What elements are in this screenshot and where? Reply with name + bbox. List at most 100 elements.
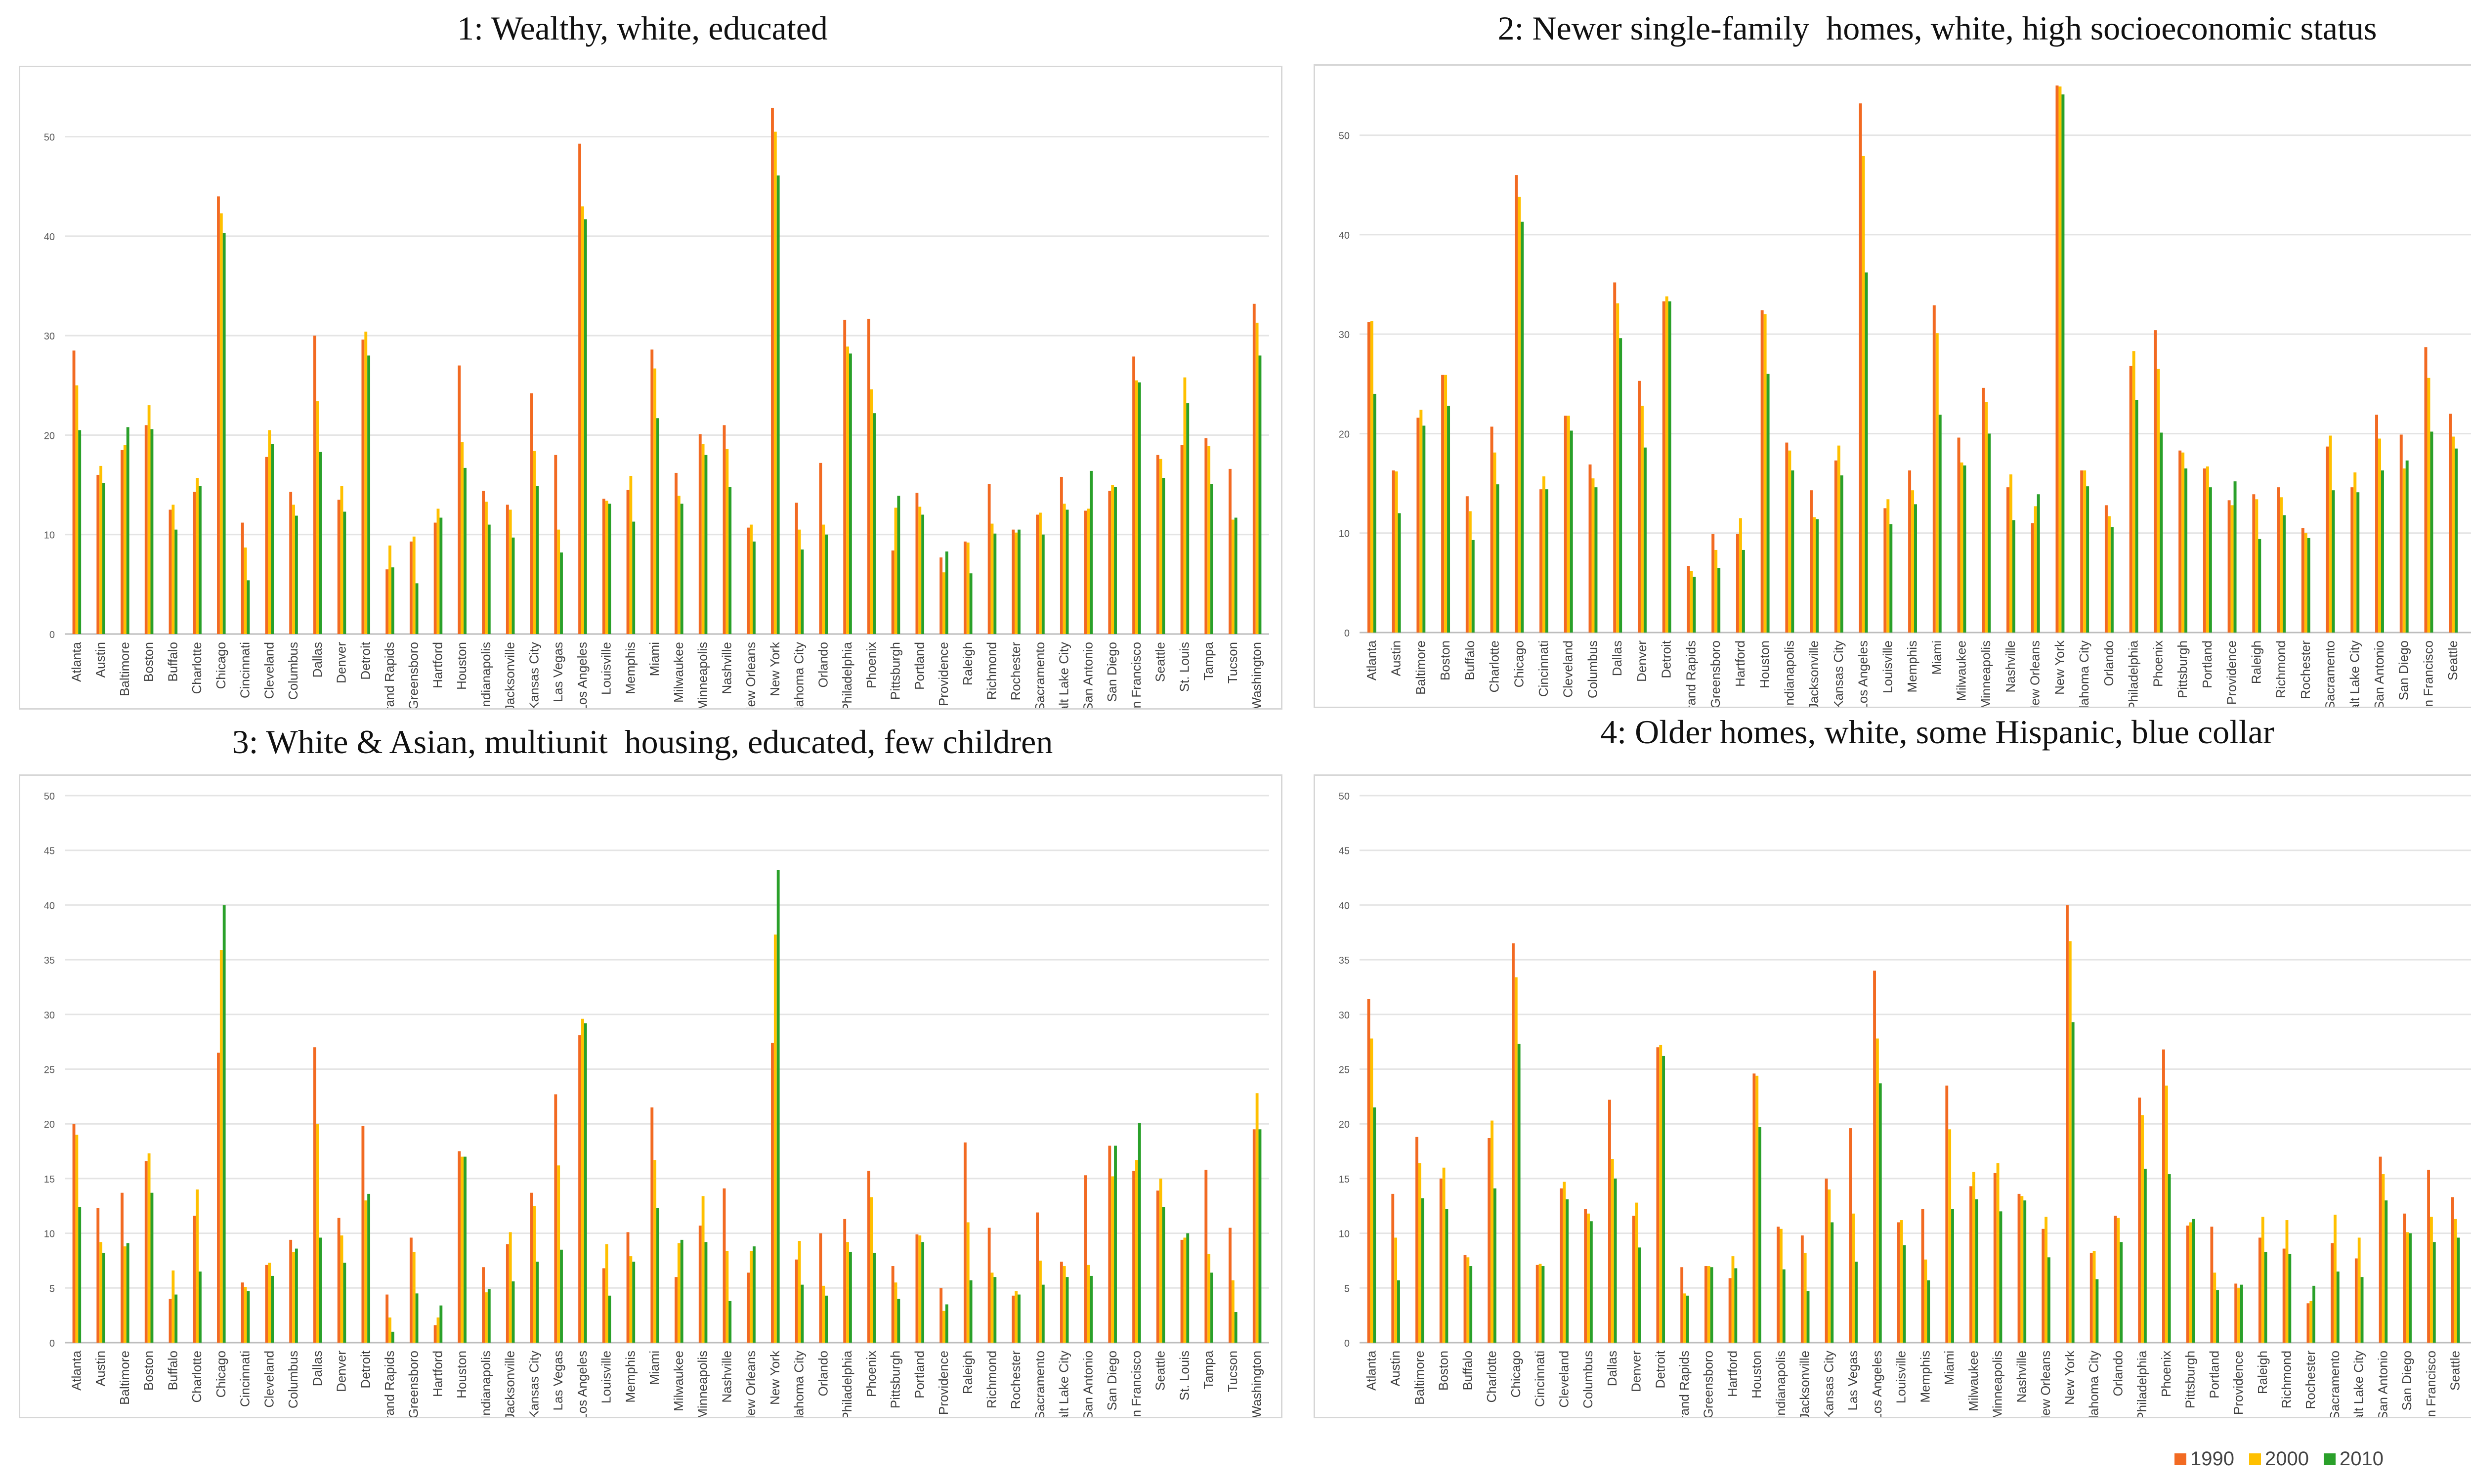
- bar: [867, 318, 870, 634]
- bar: [1108, 491, 1111, 634]
- bar: [1659, 1045, 1662, 1343]
- bar: [728, 1301, 732, 1343]
- bar: [1210, 484, 1213, 634]
- x-tick-label: Phoenix: [2150, 640, 2165, 687]
- bar: [680, 504, 683, 634]
- chart-panel-1: 0 10 20 30 40 50 Atlanta Austin Baltimore Boston B…: [19, 66, 1282, 710]
- x-tick-label: Los Angeles: [1856, 640, 1871, 707]
- bar: [987, 484, 991, 634]
- x-tick-label: Richmond: [2279, 1351, 2294, 1408]
- x-tick-label: Atlanta: [1363, 1350, 1378, 1390]
- x-tick-label: Minneapolis: [1978, 640, 1993, 707]
- bar: [1036, 1212, 1039, 1343]
- bar: [99, 466, 103, 634]
- x-tick-label: San Francisco: [1129, 1351, 1144, 1417]
- bar: [1963, 465, 1966, 633]
- bar: [966, 542, 970, 634]
- x-tick-label: Orlando: [2101, 640, 2116, 686]
- bar: [78, 430, 82, 634]
- bar: [2277, 487, 2280, 633]
- bar: [776, 870, 780, 1343]
- bar: [1138, 382, 1141, 634]
- bar: [2230, 505, 2234, 633]
- y-tick-label: 5: [1344, 1283, 1350, 1294]
- bar: [1711, 534, 1715, 633]
- bar: [292, 1252, 295, 1343]
- bar: [680, 1239, 683, 1343]
- bar: [1567, 416, 1570, 633]
- bar: [1090, 470, 1093, 634]
- bar: [343, 511, 346, 634]
- bar: [795, 503, 798, 634]
- bar: [1957, 437, 1960, 633]
- bar: [1444, 375, 1448, 633]
- bar: [2129, 366, 2132, 633]
- bar: [1063, 504, 1066, 634]
- x-tick-label: Greensboro: [406, 1351, 421, 1417]
- bar: [2192, 1219, 2195, 1343]
- bar: [1398, 513, 1401, 633]
- bar: [942, 572, 945, 634]
- bar: [2216, 1290, 2219, 1343]
- x-tick-label: Tampa: [1201, 641, 1216, 680]
- bar: [1616, 303, 1619, 633]
- x-tick-label: New Orleans: [2028, 640, 2043, 707]
- bar: [2154, 330, 2157, 633]
- x-tick-label: Charlotte: [189, 642, 204, 694]
- bar: [2058, 86, 2062, 633]
- y-tick-label: 40: [44, 900, 55, 911]
- bar: [2206, 466, 2209, 633]
- bar: [578, 1035, 581, 1343]
- bar: [169, 509, 172, 634]
- bar: [1710, 1267, 1713, 1343]
- x-tick-label: Las Vegas: [551, 642, 565, 702]
- x-tick-label: Pittsburgh: [2175, 640, 2190, 698]
- x-tick-label: Seattle: [2448, 1351, 2463, 1391]
- y-tick-label: 25: [44, 1065, 55, 1076]
- legend-swatch: [2174, 1453, 2186, 1465]
- bar: [846, 346, 849, 634]
- x-tick-label: Phoenix: [2159, 1351, 2173, 1397]
- bar: [2160, 432, 2163, 633]
- x-tick-label: Louisville: [599, 642, 614, 695]
- bar: [771, 1043, 774, 1343]
- bar: [364, 332, 368, 634]
- bar: [1785, 442, 1789, 633]
- bar: [894, 1282, 897, 1343]
- bar: [337, 1218, 341, 1343]
- bar: [1859, 103, 1862, 633]
- bar: [1087, 509, 1090, 634]
- bar: [1515, 175, 1518, 633]
- bar: [1018, 529, 1021, 634]
- x-tick-label: Charlotte: [189, 1351, 204, 1403]
- bar: [1255, 323, 1259, 634]
- bar: [509, 1232, 512, 1343]
- bar: [945, 1304, 948, 1343]
- bar: [126, 1243, 129, 1343]
- x-tick-label: Charlotte: [1484, 1351, 1499, 1403]
- bar: [1111, 485, 1114, 634]
- bar: [2306, 1303, 2310, 1343]
- bar: [247, 580, 250, 634]
- bar: [193, 1216, 196, 1343]
- bar: [1982, 387, 1985, 633]
- bar: [1468, 511, 1472, 633]
- x-tick-label: Seattle: [2445, 640, 2460, 680]
- x-tick-label: Los Angeles: [1870, 1351, 1884, 1417]
- bar: [819, 1233, 822, 1343]
- bar: [1258, 355, 1262, 634]
- x-tick-label: Washington: [1249, 1351, 1264, 1417]
- y-tick-label: 50: [44, 791, 55, 802]
- bar: [653, 1160, 657, 1343]
- bar: [1755, 1075, 1759, 1343]
- bar: [337, 500, 341, 634]
- y-tick-label: 50: [1339, 131, 1350, 142]
- y-tick-label: 35: [1339, 955, 1350, 966]
- bar: [2233, 481, 2237, 633]
- x-tick-label: Richmond: [984, 1351, 999, 1408]
- bar: [126, 427, 129, 634]
- x-tick-label: Phoenix: [864, 1351, 879, 1397]
- bar: [412, 1252, 416, 1343]
- bar: [1886, 499, 1890, 633]
- chart-svg: 0 10 20 30 40 50 Atlanta Austin Baltimore Boston B…: [44, 108, 1269, 708]
